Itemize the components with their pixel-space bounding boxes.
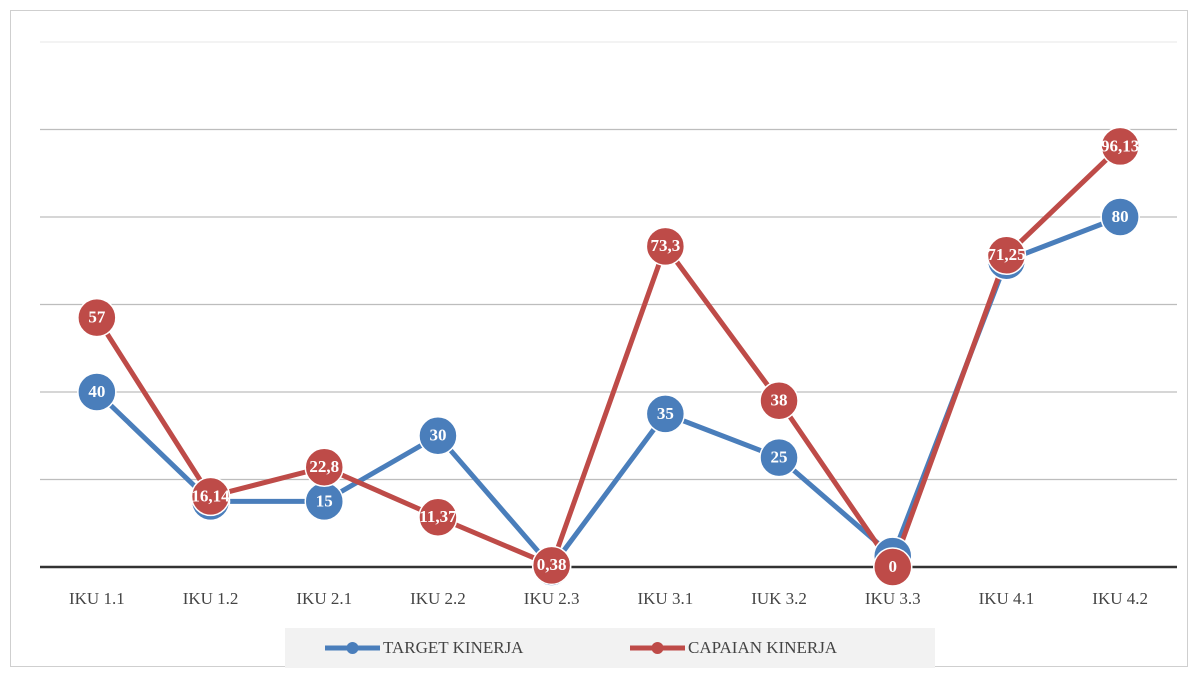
data-label: 35	[657, 404, 674, 423]
data-point	[418, 416, 458, 456]
data-point	[1100, 126, 1140, 167]
data-point	[873, 547, 913, 587]
legend-label: TARGET KINERJA	[383, 638, 524, 657]
data-point	[759, 381, 799, 421]
data-label: 40	[88, 382, 105, 401]
data-point	[190, 476, 231, 517]
data-label: 22,8	[309, 457, 339, 476]
x-tick-label: IUK 3.2	[751, 589, 807, 608]
data-label: 11,37	[419, 507, 457, 526]
data-label: 30	[429, 426, 446, 445]
data-label: 73,3	[650, 236, 680, 255]
data-point	[1100, 197, 1140, 237]
data-label: 0,38	[537, 555, 567, 574]
x-tick-label: IKU 1.1	[69, 589, 125, 608]
data-point	[645, 226, 686, 267]
data-label: 38	[771, 391, 788, 410]
x-tick-label: IKU 4.2	[1092, 589, 1148, 608]
x-tick-label: IKU 2.3	[524, 589, 580, 608]
legend-marker	[651, 642, 664, 654]
x-tick-label: IKU 4.1	[979, 589, 1035, 608]
data-point	[759, 437, 799, 478]
data-point	[531, 545, 572, 586]
data-label: 80	[1112, 207, 1129, 226]
x-tick-label: IKU 1.2	[183, 589, 239, 608]
data-label: 71,25	[987, 245, 1025, 264]
x-tick-label: IKU 2.1	[296, 589, 352, 608]
data-label: 96,13	[1101, 136, 1139, 155]
data-label: 15	[316, 491, 333, 510]
legend-marker	[346, 642, 359, 654]
data-point	[645, 394, 686, 434]
data-point	[77, 297, 117, 338]
data-label: 16,14	[191, 486, 230, 505]
data-label: 0	[889, 557, 898, 576]
data-point	[418, 497, 458, 538]
legend-box	[285, 628, 935, 668]
x-tick-label: IKU 3.1	[637, 589, 693, 608]
data-point	[304, 447, 344, 487]
data-point	[986, 235, 1027, 276]
chart-border	[10, 10, 1188, 667]
x-tick-label: IKU 3.3	[865, 589, 921, 608]
data-label: 57	[88, 308, 106, 327]
series-line	[94, 144, 1122, 570]
legend-label: CAPAIAN KINERJA	[688, 638, 838, 657]
x-tick-label: IKU 2.2	[410, 589, 466, 608]
data-label: 25	[771, 448, 788, 467]
data-point	[77, 372, 117, 412]
